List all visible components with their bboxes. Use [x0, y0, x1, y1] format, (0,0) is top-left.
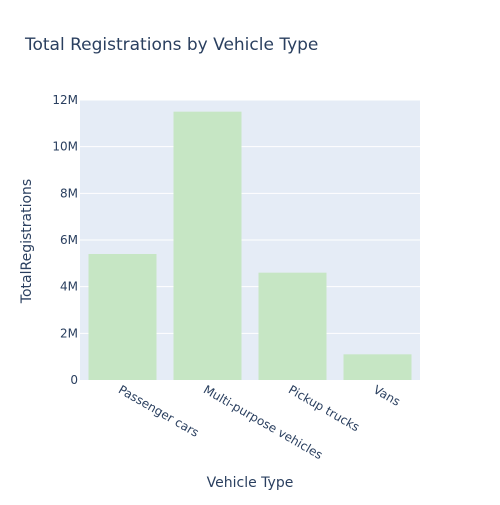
y-tick-label: 6M	[60, 233, 78, 247]
x-axis-ticks: Passenger cars Multi-purpose vehiclesPick…	[116, 382, 403, 462]
bar-pickup-trucks[interactable]	[258, 272, 327, 380]
bar-vans[interactable]	[343, 354, 412, 380]
chart-title: Total Registrations by Vehicle Type	[24, 35, 318, 55]
x-tick-label: Pickup trucks	[286, 382, 362, 434]
y-tick-label: 2M	[60, 326, 78, 340]
x-axis-title: Vehicle Type	[207, 475, 294, 491]
y-axis-ticks: 0 2M 4M 6M 8M 10M 12M	[52, 93, 78, 387]
y-tick-label: 10M	[52, 140, 78, 154]
y-tick-label: 0	[70, 373, 78, 387]
bar-passenger-cars[interactable]	[88, 254, 157, 380]
y-tick-label: 4M	[60, 280, 78, 294]
y-axis-title: TotalRegistrations	[19, 179, 35, 304]
y-tick-label: 12M	[52, 93, 78, 107]
x-tick-label: Passenger cars	[116, 382, 201, 439]
x-tick-label: Vans	[371, 382, 403, 408]
bars	[88, 111, 412, 381]
y-tick-label: 8M	[60, 186, 78, 200]
bar-multi-purpose-vehicles[interactable]	[173, 111, 242, 381]
